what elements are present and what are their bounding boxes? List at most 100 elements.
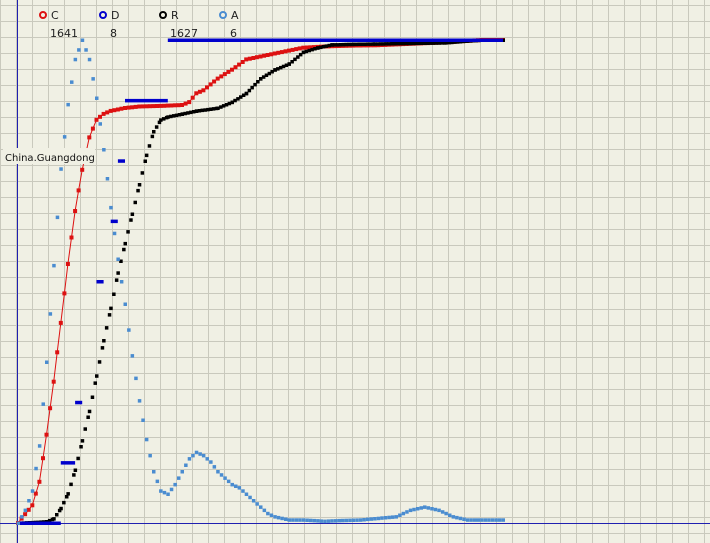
data-point-a (483, 518, 488, 522)
data-point-a (358, 518, 363, 522)
data-point-r (336, 43, 340, 47)
data-point-a (134, 376, 138, 381)
data-point-c (162, 103, 167, 108)
data-point-r (241, 93, 246, 97)
data-point-r (276, 67, 280, 71)
data-point-r (351, 42, 356, 47)
data-point-r (440, 41, 444, 45)
data-point-r (384, 42, 388, 46)
data-point-a (244, 492, 249, 496)
data-point-a (284, 517, 288, 521)
data-point-r (296, 55, 300, 59)
data-point-r (66, 492, 70, 496)
data-point-a (187, 457, 192, 461)
data-point-a (87, 57, 92, 62)
data-point-r (224, 103, 229, 107)
data-point-a (390, 515, 395, 519)
data-point-c (226, 69, 231, 74)
data-point-a (462, 517, 466, 521)
data-point-c (197, 89, 202, 94)
data-point-c (23, 512, 28, 517)
data-point-r (154, 125, 159, 129)
data-point-c (26, 507, 31, 512)
data-point-a (259, 505, 263, 509)
data-point-r (221, 104, 226, 108)
data-point-r (284, 63, 289, 67)
data-point-a (451, 515, 456, 519)
data-point-a (152, 470, 156, 474)
data-point-r (301, 50, 306, 55)
data-point-a (380, 516, 384, 520)
data-point-c (222, 72, 227, 77)
data-point-a (437, 508, 441, 513)
data-point-r (420, 41, 424, 45)
data-point-r (390, 42, 394, 46)
data-point-r (206, 107, 210, 112)
data-point-a (480, 518, 484, 522)
data-point-r (177, 113, 182, 117)
data-point-r (90, 395, 95, 399)
data-point-r (425, 41, 430, 45)
data-point-c (301, 45, 306, 50)
data-point-c (94, 117, 99, 122)
data-point-r (109, 306, 113, 311)
data-point-a (237, 486, 242, 490)
data-point-r (230, 100, 234, 105)
data-point-a (223, 476, 227, 480)
data-point-r (169, 114, 173, 119)
data-point-c (190, 95, 195, 100)
data-point-r (192, 110, 196, 114)
data-point-r (119, 259, 123, 263)
data-point-c (112, 108, 117, 113)
data-point-r (100, 346, 105, 350)
data-point-r (378, 42, 383, 46)
data-point-c (287, 48, 291, 53)
data-point-a (194, 450, 199, 455)
data-point-a (159, 489, 163, 493)
data-point-a (212, 465, 217, 469)
data-point-r (408, 41, 413, 46)
data-point-r (80, 439, 85, 443)
data-point-r (244, 91, 249, 96)
data-point-a (177, 476, 181, 480)
data-point-a (219, 473, 224, 477)
data-point-a (344, 518, 349, 523)
data-point-r (194, 109, 199, 113)
data-point-a (251, 499, 256, 503)
data-point-r (273, 68, 277, 72)
data-point-a (201, 453, 206, 458)
data-point-a (298, 518, 302, 522)
data-point-a (405, 510, 409, 514)
data-point-r (256, 80, 260, 84)
legend-label-r: R (171, 9, 179, 22)
data-point-a (305, 518, 309, 522)
data-point-r (253, 82, 257, 87)
data-point-c (41, 456, 45, 461)
data-point-c (269, 52, 274, 57)
data-point-a (20, 515, 24, 519)
data-point-r (290, 60, 294, 64)
legend-count-d: 8 (110, 27, 117, 40)
data-point-a (276, 515, 281, 520)
legend-item-a: A 6 (219, 9, 239, 40)
data-point-r (174, 113, 179, 118)
data-point-a (362, 518, 366, 522)
data-point-r (341, 42, 346, 47)
data-point-r (150, 134, 155, 139)
data-point-a (216, 470, 220, 474)
data-point-c (290, 47, 295, 52)
data-point-a (241, 489, 245, 493)
data-point-r (72, 473, 76, 477)
data-point-r (112, 292, 116, 296)
data-point-a (55, 215, 60, 220)
data-point-r (501, 38, 505, 42)
data-point-r (368, 42, 373, 46)
data-point-c (297, 46, 302, 51)
data-point-c (48, 406, 53, 411)
data-point-r (143, 159, 147, 163)
data-point-c (140, 104, 145, 109)
data-point-a (301, 518, 306, 522)
data-point-c (37, 479, 42, 484)
region-label: China.Guangdong (5, 153, 95, 164)
data-point-r (162, 117, 166, 121)
